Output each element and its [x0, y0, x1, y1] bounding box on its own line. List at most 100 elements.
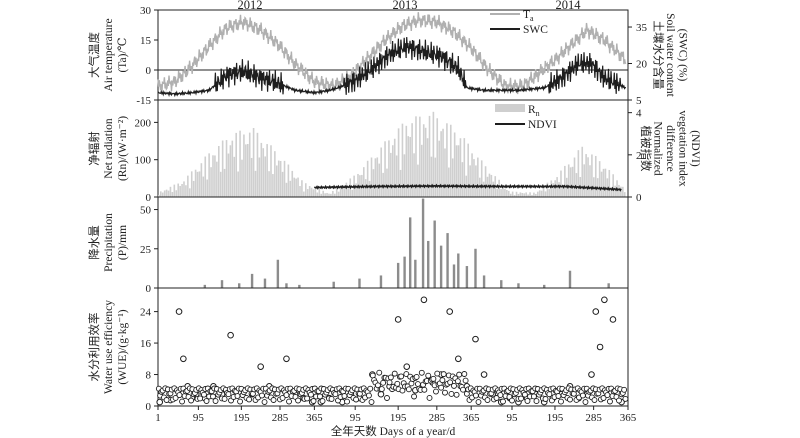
- wue-point: [261, 399, 268, 406]
- year-label: 2013: [393, 0, 418, 12]
- y-tick-label-left: 25: [140, 244, 152, 256]
- y-axis-label-left-line: 净辐射: [87, 131, 101, 166]
- y-tick-label-left: 100: [135, 155, 152, 167]
- wue-point: [446, 308, 454, 315]
- wue-point: [601, 296, 608, 304]
- precip-bar: [439, 245, 443, 288]
- wue-point: [286, 398, 292, 405]
- wue-point: [600, 395, 607, 401]
- wue-point: [588, 371, 595, 378]
- wue-point: [391, 370, 398, 377]
- wue-point: [307, 391, 314, 398]
- wue-point: [304, 395, 311, 402]
- x-tick-label: 365: [463, 412, 480, 424]
- precip-bar: [427, 240, 430, 288]
- precip-bar: [358, 278, 361, 288]
- wue-point: [555, 393, 562, 399]
- x-tick-label: 365: [620, 412, 637, 424]
- wue-point: [438, 384, 445, 391]
- wue-point: [509, 397, 515, 404]
- wue-point: [257, 363, 264, 370]
- y-axis-label-right-line: (NDVI): [689, 130, 701, 167]
- year-label: 2014: [556, 0, 582, 12]
- precip-bar: [474, 248, 477, 288]
- wue-point: [591, 397, 598, 403]
- x-tick-label: 95: [193, 412, 205, 424]
- wue-point: [212, 398, 219, 404]
- precip-bar: [517, 283, 520, 288]
- x-tick-label: 95: [350, 412, 362, 424]
- precip-bar: [332, 281, 335, 288]
- wue-point: [472, 392, 479, 399]
- wue-point: [497, 392, 504, 399]
- wue-point: [375, 382, 381, 389]
- precip-bar: [379, 275, 383, 288]
- wue-point: [462, 377, 469, 384]
- precip-bar: [403, 256, 406, 288]
- precip-bar: [457, 253, 460, 288]
- y-tick-label-left: 24: [140, 307, 152, 319]
- precip-bar: [452, 264, 456, 288]
- y-tick-label-left: 200: [135, 117, 152, 129]
- precip-bar: [607, 283, 610, 288]
- y-axis-label-right-line: Soil water content: [664, 13, 676, 97]
- wue-point: [475, 399, 482, 405]
- y-tick-label-left: 8: [146, 370, 152, 382]
- wue-point: [295, 397, 302, 404]
- wue-point: [442, 389, 448, 396]
- wue-point: [592, 308, 600, 315]
- wue-point: [234, 393, 241, 399]
- panel-c: 50 25 0 降水量 Precipitation (P)/mm: [87, 196, 629, 295]
- wue-point: [163, 397, 170, 403]
- x-tick-label: 195: [233, 412, 250, 424]
- wue-point: [425, 372, 432, 379]
- legend-label-main: R: [528, 104, 536, 116]
- panel-d: 24 16 8 0 水分利用效率 Water use efficiency (WUE)/(g…: [87, 287, 629, 413]
- wue-point: [453, 391, 460, 398]
- y-tick-label-right: 4: [636, 108, 642, 120]
- x-tick-label: 285: [429, 412, 446, 424]
- series-ndvi-line: [313, 183, 622, 192]
- y-axis-label-right-line: 土壤水分含量: [652, 21, 666, 90]
- wue-point: [456, 371, 463, 378]
- precip-bar: [446, 233, 449, 288]
- wue-point: [365, 392, 372, 399]
- wue-point: [616, 397, 622, 404]
- wue-point: [426, 395, 433, 401]
- legend-label-main: SWC: [523, 24, 548, 36]
- wue-point: [518, 395, 524, 402]
- wue-point: [203, 398, 210, 404]
- wue-point: [434, 370, 441, 377]
- wue-point: [405, 386, 412, 393]
- legend-label-subscript: a: [530, 14, 534, 23]
- wue-point: [493, 395, 500, 401]
- wue-point: [399, 387, 406, 394]
- precip-bar: [276, 259, 280, 288]
- wue-point: [451, 382, 457, 389]
- wue-point: [384, 395, 390, 401]
- wue-point: [317, 393, 323, 400]
- wue-point: [283, 355, 290, 363]
- wue-point: [376, 369, 383, 376]
- wue-point: [420, 296, 428, 304]
- wue-point: [394, 380, 401, 387]
- legend-label: SWC: [523, 24, 548, 36]
- y-axis-label-left-line: (WUE)/(g·kg⁻¹): [117, 309, 129, 384]
- wue-point: [461, 371, 468, 377]
- series-swc-line: [157, 37, 627, 98]
- y-axis-label-left-line: 降水量: [87, 225, 101, 260]
- y-axis-label-left-line: Precipitation: [103, 213, 115, 272]
- y-axis-label-left-line: (Rn)/(W·m⁻²): [117, 116, 129, 181]
- wue-point: [156, 398, 164, 406]
- precip-bar: [408, 217, 412, 288]
- y-axis-label-left-line: (P)/mm: [117, 225, 129, 260]
- wue-point: [542, 396, 549, 402]
- legend-label-main: NDVI: [528, 119, 557, 131]
- y-axis-label-right-line: (SWC) (%): [677, 29, 689, 82]
- y-axis-label-left-line: Water use efficiency: [103, 300, 115, 394]
- wue-point: [201, 391, 207, 398]
- wue-point: [353, 396, 360, 403]
- precip-bar: [220, 280, 224, 288]
